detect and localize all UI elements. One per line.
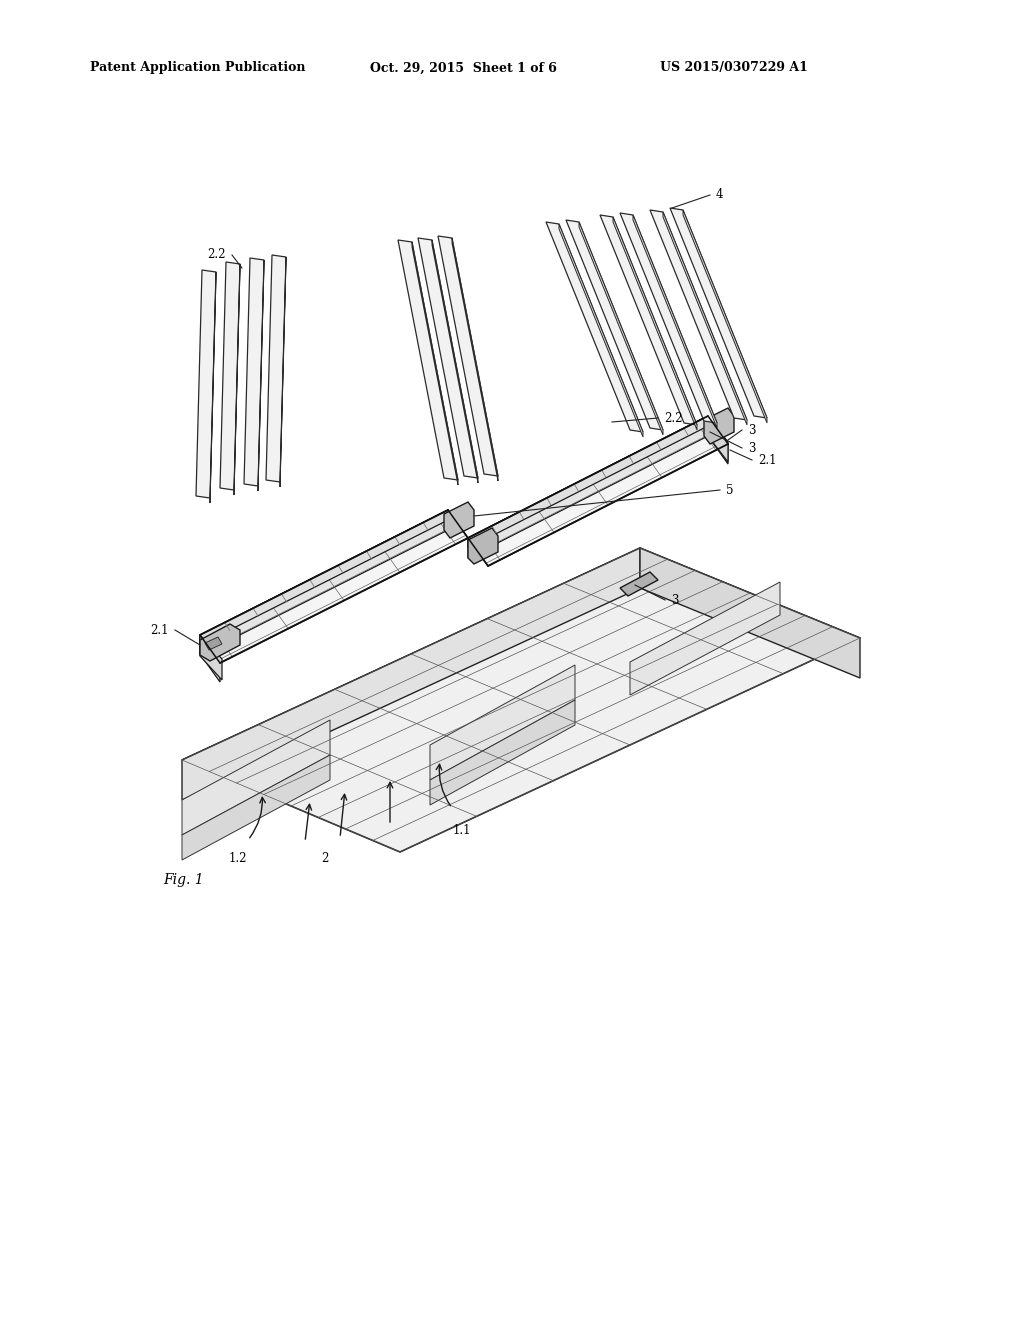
Polygon shape: [546, 222, 643, 432]
Text: 3: 3: [671, 594, 679, 606]
Polygon shape: [266, 255, 286, 482]
Polygon shape: [210, 272, 216, 503]
Polygon shape: [468, 528, 498, 564]
Polygon shape: [182, 548, 860, 851]
Polygon shape: [468, 416, 708, 548]
Polygon shape: [650, 210, 746, 420]
Text: 2.1: 2.1: [758, 454, 776, 466]
Polygon shape: [196, 271, 216, 498]
Text: Oct. 29, 2015  Sheet 1 of 6: Oct. 29, 2015 Sheet 1 of 6: [370, 62, 557, 74]
Polygon shape: [683, 210, 767, 422]
Polygon shape: [708, 416, 728, 465]
Text: Fig. 1: Fig. 1: [163, 873, 204, 887]
Polygon shape: [633, 215, 717, 428]
Polygon shape: [579, 222, 663, 436]
Text: 2: 2: [322, 851, 329, 865]
Polygon shape: [200, 510, 449, 645]
Polygon shape: [663, 213, 746, 425]
Text: 2.2: 2.2: [664, 412, 683, 425]
Polygon shape: [200, 624, 240, 661]
Polygon shape: [438, 236, 498, 477]
Text: 1.1: 1.1: [453, 824, 471, 837]
Polygon shape: [620, 572, 658, 597]
Polygon shape: [220, 261, 240, 490]
Polygon shape: [182, 755, 330, 861]
Text: 2.2: 2.2: [208, 248, 226, 261]
Polygon shape: [200, 635, 222, 680]
Text: 2.1: 2.1: [151, 623, 169, 636]
Polygon shape: [430, 700, 575, 805]
Polygon shape: [200, 635, 220, 682]
Polygon shape: [280, 257, 286, 487]
Polygon shape: [708, 416, 728, 462]
Polygon shape: [432, 240, 478, 483]
Polygon shape: [559, 224, 643, 437]
Polygon shape: [398, 240, 458, 480]
Polygon shape: [258, 260, 264, 491]
Polygon shape: [670, 209, 767, 418]
Polygon shape: [620, 213, 717, 422]
Polygon shape: [600, 215, 697, 425]
Polygon shape: [418, 238, 478, 478]
Polygon shape: [468, 416, 708, 558]
Text: 4: 4: [716, 189, 724, 202]
Polygon shape: [444, 502, 474, 539]
Text: US 2015/0307229 A1: US 2015/0307229 A1: [660, 62, 808, 74]
Text: 3: 3: [748, 441, 756, 454]
Polygon shape: [244, 257, 264, 486]
Polygon shape: [182, 548, 640, 800]
Polygon shape: [705, 408, 734, 444]
Polygon shape: [412, 242, 458, 484]
Text: 3: 3: [748, 424, 756, 437]
Polygon shape: [452, 238, 498, 480]
Text: 1.2: 1.2: [228, 851, 247, 865]
Polygon shape: [200, 510, 449, 655]
Polygon shape: [630, 582, 780, 696]
Polygon shape: [430, 665, 575, 780]
Polygon shape: [182, 719, 330, 836]
Polygon shape: [234, 264, 240, 495]
Polygon shape: [468, 416, 728, 566]
Polygon shape: [205, 638, 222, 649]
Polygon shape: [200, 510, 468, 663]
Polygon shape: [613, 216, 697, 430]
Polygon shape: [566, 220, 663, 430]
Text: 5: 5: [726, 483, 733, 496]
Text: Patent Application Publication: Patent Application Publication: [90, 62, 305, 74]
Polygon shape: [640, 548, 860, 678]
